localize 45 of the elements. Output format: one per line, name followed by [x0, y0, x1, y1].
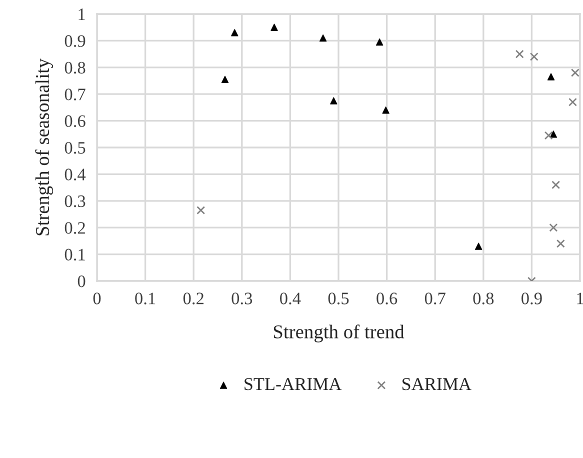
y-tick-label: 0.7 [64, 88, 86, 100]
point [382, 106, 390, 114]
point [270, 24, 278, 31]
point [544, 131, 553, 140]
point [231, 29, 238, 36]
x-tick-label: 0.4 [280, 292, 301, 304]
y-tick-label: 1 [78, 8, 85, 20]
y-axis-title: Strength of seasonality [35, 58, 54, 236]
y-tick-label: 0.1 [64, 248, 85, 261]
point [570, 68, 580, 77]
point [376, 38, 384, 46]
point [549, 223, 558, 232]
point [221, 76, 229, 84]
x-axis-title: Strength of trend [274, 324, 404, 342]
point [319, 34, 327, 42]
y-tick-label: 0 [78, 275, 86, 288]
x-tick-label: 0.8 [473, 292, 494, 304]
legend-label: SARIMA [402, 378, 472, 390]
y-tick-label: 0.2 [64, 222, 85, 234]
x-tick-label: 0.2 [183, 292, 204, 304]
legend-label: STL-ARIMA [244, 378, 342, 390]
y-tick-label: 0.3 [64, 195, 86, 208]
x-tick-label: 0.1 [135, 292, 156, 304]
point [530, 52, 538, 61]
x-tick-label: 0.3 [232, 292, 252, 304]
x-tick-label: 0.5 [328, 292, 349, 304]
y-tick-label: 0.6 [64, 115, 86, 128]
point [550, 130, 558, 138]
x-tick-label: 0.6 [376, 292, 398, 304]
point [330, 97, 338, 104]
point [196, 206, 206, 214]
point [547, 73, 555, 80]
y-tick-label: 0.8 [64, 62, 86, 74]
x-tick-label: 1 [577, 292, 583, 304]
x-tick-label: 0.7 [424, 292, 446, 304]
y-tick-label: 0.9 [64, 35, 86, 47]
point [556, 239, 565, 248]
x-tick-label: 0.9 [522, 292, 542, 304]
x-tick-label: 0 [93, 292, 101, 304]
y-tick-label: 0.5 [64, 142, 86, 154]
point [552, 180, 560, 190]
point [568, 98, 577, 106]
point [474, 242, 482, 250]
point [515, 50, 524, 58]
y-tick-label: 0.4 [64, 168, 86, 180]
